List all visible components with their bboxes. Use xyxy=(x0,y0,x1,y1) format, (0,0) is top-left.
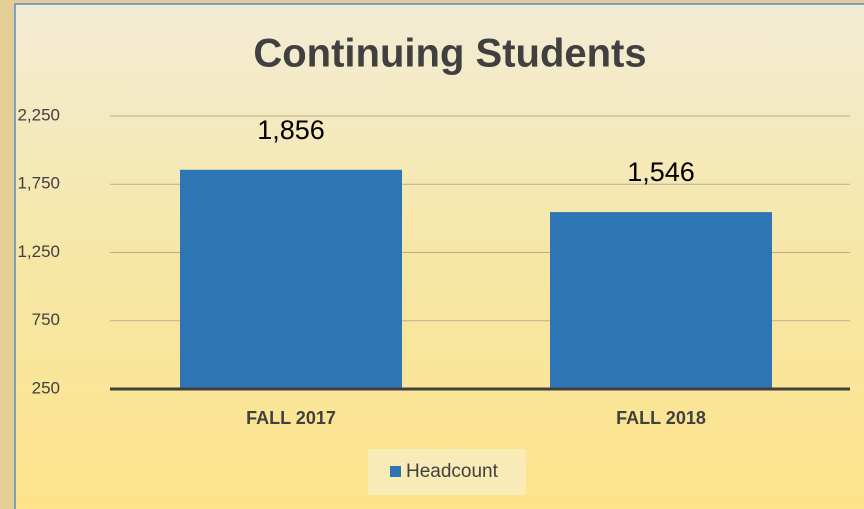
x-tick-label: FALL 2017 xyxy=(246,408,336,428)
y-tick-label: 750 xyxy=(32,310,60,329)
bar xyxy=(550,212,772,389)
y-tick-label: 1,750 xyxy=(17,174,60,193)
data-label: 1,856 xyxy=(257,115,325,145)
legend-swatch xyxy=(390,466,401,477)
chart-title: Continuing Students xyxy=(253,32,646,76)
legend-label: Headcount xyxy=(406,461,499,482)
bar xyxy=(180,169,402,389)
x-tick-label: FALL 2018 xyxy=(616,408,706,428)
data-label: 1,546 xyxy=(627,157,695,187)
y-tick-label: 2,250 xyxy=(17,105,60,124)
y-tick-label: 1,250 xyxy=(17,242,60,261)
y-tick-label: 250 xyxy=(32,378,60,397)
